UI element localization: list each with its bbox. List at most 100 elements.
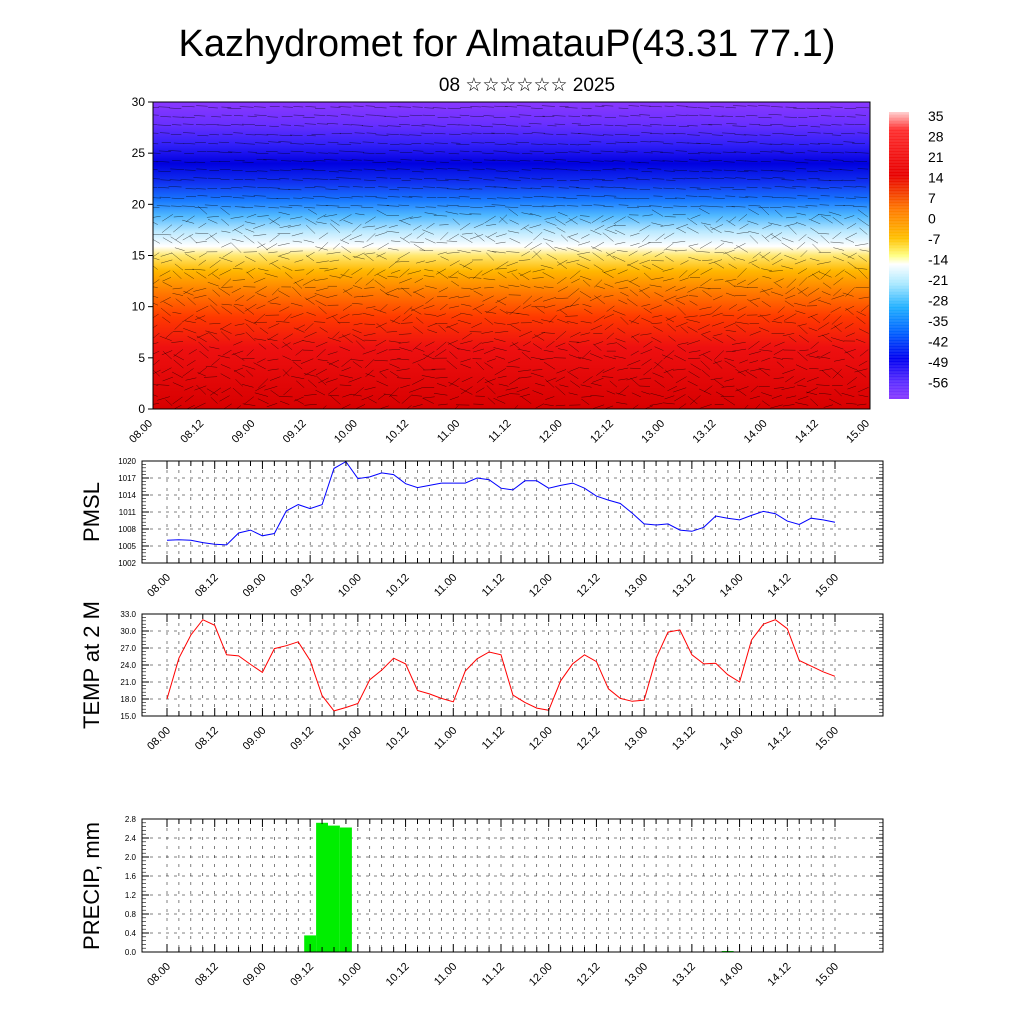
colorbar-label: 7	[928, 190, 936, 206]
wind-vector	[734, 285, 748, 288]
wind-vector	[159, 196, 171, 198]
wind-vector	[181, 205, 195, 207]
wind-vector	[673, 205, 688, 207]
wind-vector	[663, 232, 675, 240]
wind-vector	[153, 143, 159, 145]
wind-vector	[172, 287, 183, 290]
cross-section-x-axis: 08.00 08.12 09.00 09.12 10.00 10.12 11.00 11.12…	[127, 418, 872, 446]
wind-vector	[781, 143, 795, 145]
wind-vector	[592, 404, 605, 409]
wind-vector	[436, 242, 448, 244]
wind-vector	[568, 236, 580, 243]
wind-vector	[171, 197, 185, 199]
wind-vector	[304, 123, 316, 125]
wind-vector	[506, 365, 520, 368]
wind-vector	[350, 393, 362, 397]
wind-vector	[568, 151, 581, 153]
wind-vector	[513, 405, 519, 409]
wind-vector	[672, 240, 686, 244]
wind-vector	[459, 188, 473, 190]
wind-vector	[807, 287, 820, 296]
wind-vector	[305, 106, 317, 108]
wind-vector	[507, 269, 518, 273]
wind-vector	[543, 229, 556, 234]
wind-vector	[557, 259, 568, 266]
wind-vector	[196, 271, 207, 279]
wind-vector	[415, 347, 425, 352]
x-tick-label: 11.00	[432, 572, 459, 599]
wind-vector	[674, 160, 688, 162]
wind-vector	[283, 387, 292, 396]
wind-vector	[355, 340, 365, 350]
wind-vector	[547, 125, 557, 127]
wind-vector	[456, 143, 470, 146]
wind-vector	[689, 187, 701, 189]
wind-vector	[421, 375, 435, 379]
wind-vector	[853, 206, 867, 208]
wind-vector	[387, 125, 401, 127]
wind-vector	[558, 143, 569, 145]
wind-vector	[810, 187, 821, 189]
wind-vector	[399, 268, 410, 278]
wind-vector	[555, 297, 569, 299]
wind-vector	[481, 106, 494, 108]
wind-vector	[161, 224, 173, 233]
wind-vector	[268, 207, 280, 209]
wind-vector	[451, 280, 460, 287]
wind-vector	[795, 364, 808, 371]
wind-vector	[211, 273, 221, 280]
wind-vector	[506, 133, 519, 135]
wind-vector	[193, 288, 207, 292]
wind-vector	[507, 322, 520, 326]
wind-vector	[160, 179, 171, 181]
wind-vector	[810, 126, 821, 128]
wind-vector	[697, 152, 711, 154]
wind-vector	[714, 115, 724, 117]
wind-vector	[654, 346, 664, 351]
wind-vector	[302, 278, 316, 286]
x-tick-label: 14.00	[742, 418, 770, 446]
wind-vector	[413, 287, 424, 293]
wind-vector	[725, 292, 736, 297]
x-tick-label: 09.12	[288, 725, 316, 753]
wind-vector	[295, 349, 304, 356]
wind-vector	[581, 398, 590, 405]
wind-vector	[845, 402, 857, 405]
wind-vector	[436, 313, 446, 318]
wind-vector	[594, 186, 604, 188]
wind-vector	[449, 396, 460, 401]
wind-vector	[601, 105, 614, 107]
wind-vector	[697, 107, 710, 109]
wind-vector	[483, 115, 495, 117]
wind-vector	[196, 384, 206, 395]
wind-vector	[677, 306, 686, 316]
wind-vector	[590, 170, 602, 172]
wind-vector	[822, 282, 832, 289]
wind-vector	[521, 251, 530, 257]
wind-vector	[686, 114, 699, 116]
wind-vector	[221, 106, 232, 108]
wind-vector	[639, 289, 651, 299]
wind-vector	[471, 142, 485, 144]
wind-vector	[663, 243, 674, 251]
wind-vector	[292, 286, 302, 297]
wind-vector	[743, 404, 749, 409]
wind-vector	[720, 186, 735, 189]
wind-vector	[294, 125, 305, 127]
wind-vector	[818, 252, 831, 254]
wind-vector	[723, 397, 736, 406]
wind-vector	[365, 278, 375, 286]
wind-vector	[255, 142, 270, 144]
wind-vector	[829, 187, 842, 189]
wind-vector	[732, 105, 747, 107]
wind-vector	[831, 315, 842, 325]
wind-vector	[724, 360, 736, 368]
wind-vector	[461, 332, 472, 340]
wind-vector	[625, 177, 639, 179]
wind-vector	[231, 350, 244, 356]
wind-vector	[328, 394, 340, 397]
wind-vector	[559, 309, 568, 316]
wind-vector	[318, 306, 327, 315]
wind-vector	[832, 344, 844, 350]
